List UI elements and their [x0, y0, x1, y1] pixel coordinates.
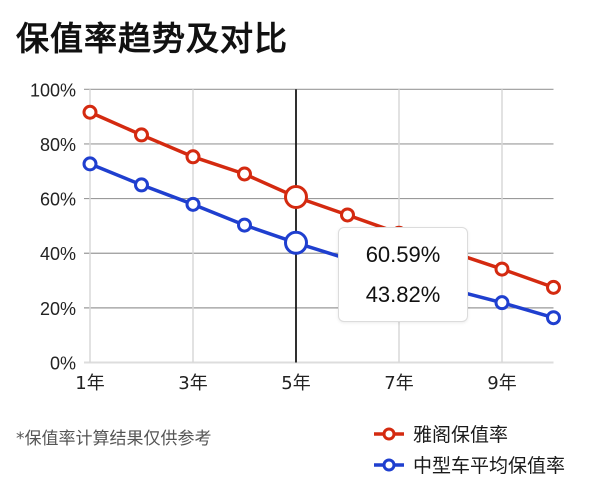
data-point[interactable] [284, 184, 308, 209]
y-tick-label: 0% [50, 354, 76, 374]
data-point[interactable] [546, 279, 561, 295]
y-axis-labels: 0% 20% 40% 60% 80% 100% [30, 80, 76, 373]
legend-label: 雅阁保值率 [413, 424, 509, 446]
data-point[interactable] [494, 261, 510, 277]
x-axis-labels: 1年 3年 5年 7年 9年 [75, 373, 516, 394]
y-tick-label: 100% [30, 80, 76, 100]
data-point[interactable] [340, 207, 355, 223]
data-point[interactable] [284, 230, 308, 255]
data-point[interactable] [546, 310, 561, 326]
legend-marker-icon [374, 427, 404, 440]
chart-series[interactable] [82, 104, 561, 326]
data-point[interactable] [237, 217, 252, 233]
y-tick-label: 80% [40, 135, 76, 155]
data-point[interactable] [237, 166, 252, 182]
series-yage[interactable] [82, 104, 561, 295]
chart-tooltip: 60.59% 43.82% [338, 227, 468, 322]
tooltip-value-average: 43.82% [365, 281, 441, 307]
chart-legend: 雅阁保值率 中型车平均保值率 [373, 418, 565, 480]
footnote: *保值率计算结果仅供参考 [16, 429, 212, 449]
x-tick-label: 7年 [384, 373, 413, 394]
data-point[interactable] [134, 127, 149, 143]
chart-grid [84, 88, 554, 364]
series-average[interactable] [82, 156, 561, 326]
legend-item-average[interactable]: 中型车平均保值率 [373, 449, 565, 480]
data-point[interactable] [494, 295, 510, 311]
legend-item-yage[interactable]: 雅阁保值率 [373, 418, 565, 449]
tooltip-value-yage: 60.59% [365, 241, 441, 267]
data-point[interactable] [185, 149, 201, 165]
y-tick-label: 40% [40, 244, 76, 264]
x-tick-label: 3年 [178, 373, 207, 394]
legend-label: 中型车平均保值率 [413, 455, 566, 477]
data-point[interactable] [134, 177, 149, 193]
x-tick-label: 5年 [281, 373, 310, 394]
page-title: 保值率趋势及对比 [16, 19, 288, 58]
legend-marker-icon [374, 458, 404, 471]
x-tick-label: 9年 [487, 373, 516, 394]
data-point[interactable] [185, 196, 201, 212]
data-point[interactable] [82, 104, 98, 120]
y-tick-label: 20% [40, 299, 76, 319]
data-point[interactable] [82, 156, 98, 172]
y-tick-label: 60% [40, 190, 76, 210]
x-tick-label: 1年 [75, 373, 104, 394]
